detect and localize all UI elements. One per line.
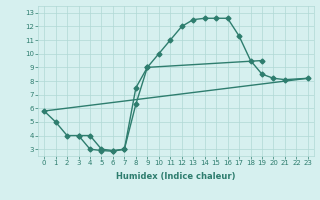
X-axis label: Humidex (Indice chaleur): Humidex (Indice chaleur) <box>116 172 236 181</box>
